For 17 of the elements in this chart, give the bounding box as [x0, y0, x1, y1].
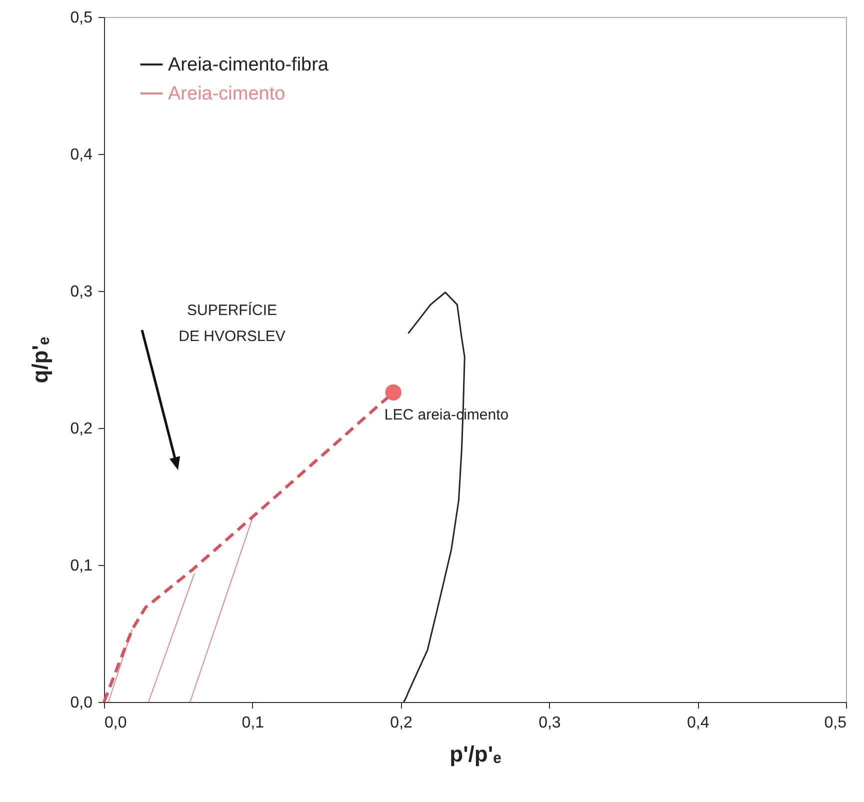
x-tick-label: 0,5 — [824, 714, 847, 732]
y-tick-label: 0,3 — [70, 284, 93, 300]
x-tick-label: 0,1 — [242, 714, 264, 732]
y-tick-label: 0,5 — [70, 10, 93, 26]
legend-label: Areia-cimento-fibra — [168, 54, 329, 76]
x-tick-label: 0,2 — [390, 714, 413, 732]
legend-label: Areia-cimento — [168, 84, 286, 104]
x-tick-label: 0,0 — [104, 714, 127, 732]
x-tick-label: 0,3 — [538, 714, 561, 732]
x-tick-label: 0,4 — [686, 714, 710, 732]
y-axis-title: q/p'ₑ — [27, 336, 52, 384]
annotation: SUPERFÍCIE DE HVORSLEV — [178, 301, 286, 345]
x-axis-title: p'/p'ₑ — [450, 742, 502, 766]
y-tick-label: 0,4 — [70, 146, 93, 164]
y-tick-label: 0,0 — [70, 694, 93, 712]
y-tick-label: 0,1 — [70, 558, 93, 574]
y-tick-label: 0,2 — [70, 420, 93, 438]
